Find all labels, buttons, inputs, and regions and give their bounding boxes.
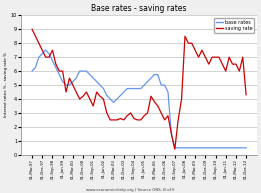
saving rate	[150, 95, 153, 97]
base rates	[61, 80, 64, 83]
base rates	[177, 147, 180, 149]
base rates	[139, 87, 142, 90]
saving rate	[167, 115, 170, 117]
base rates	[31, 70, 34, 72]
base rates	[170, 133, 173, 135]
base rates	[173, 147, 176, 149]
saving rate	[245, 94, 248, 96]
saving rate	[170, 133, 173, 135]
Legend: base rates, saving rate: base rates, saving rate	[214, 18, 254, 33]
Line: base rates: base rates	[32, 50, 246, 148]
saving rate	[173, 148, 176, 150]
Title: Base rates - saving rates: Base rates - saving rates	[91, 4, 187, 13]
base rates	[44, 49, 47, 51]
base rates	[245, 147, 248, 149]
saving rate	[119, 117, 122, 120]
saving rate	[58, 70, 61, 72]
Text: www.economicshelp.org | Source ONS, B of E: www.economicshelp.org | Source ONS, B of…	[86, 188, 175, 192]
base rates	[122, 91, 125, 93]
base rates	[153, 73, 156, 76]
saving rate	[136, 119, 139, 121]
Y-axis label: Interest rates % - saving rate %: Interest rates % - saving rate %	[4, 53, 8, 118]
saving rate	[31, 28, 34, 30]
Line: saving rate: saving rate	[32, 29, 246, 149]
